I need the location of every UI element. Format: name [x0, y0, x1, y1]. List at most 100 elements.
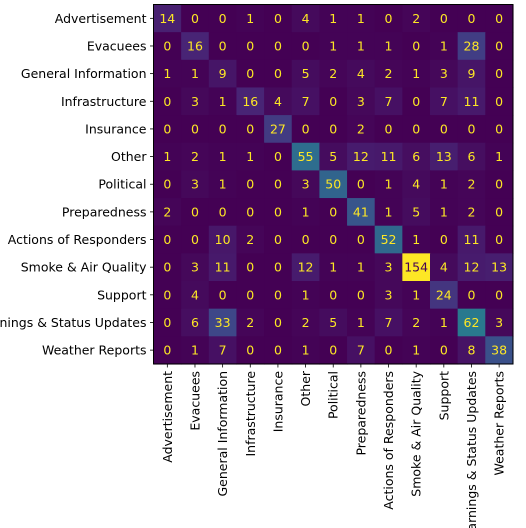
- cell-value-label: 0: [274, 315, 282, 330]
- heatmap-cell: [153, 253, 182, 282]
- cell-value-label: 0: [163, 315, 171, 330]
- cell-value-label: 7: [357, 343, 365, 358]
- heatmap-cell: [402, 253, 431, 282]
- heatmap-cell: [181, 225, 210, 254]
- cell-value-label: 12: [298, 260, 314, 275]
- heatmap-cell: [485, 87, 514, 116]
- x-tick-label: Evacuees: [187, 371, 202, 431]
- cell-value-label: 6: [467, 149, 475, 164]
- cell-value-label: 1: [495, 149, 503, 164]
- heatmap-cell: [291, 59, 320, 89]
- heatmap-cell: [457, 198, 486, 227]
- cell-value-label: 0: [357, 232, 365, 247]
- cell-value-label: 2: [246, 232, 254, 247]
- heatmap-cell: [374, 308, 403, 337]
- heatmap-cell: [347, 4, 376, 33]
- heatmap-cell: [319, 225, 348, 254]
- cell-value-label: 0: [163, 232, 171, 247]
- x-tick-label: General Information: [215, 371, 230, 497]
- heatmap-cell: [236, 170, 265, 199]
- cell-value-label: 1: [302, 287, 310, 302]
- cell-value-label: 2: [302, 315, 310, 330]
- cell-value-label: 3: [440, 66, 448, 81]
- heatmap-cell: [153, 308, 182, 337]
- cell-value-label: 0: [246, 260, 254, 275]
- cell-value-label: 0: [246, 38, 254, 53]
- y-tick-label: Advertisement: [55, 11, 147, 26]
- cell-value-label: 0: [302, 121, 310, 136]
- x-tick-label: Advertisement: [160, 371, 175, 463]
- cell-value-label: 7: [219, 343, 227, 358]
- heatmap-cell: [374, 198, 403, 227]
- cell-value-label: 0: [274, 232, 282, 247]
- heatmap-cell: [457, 87, 486, 116]
- heatmap-cell: [208, 4, 238, 33]
- cell-value-label: 52: [381, 232, 397, 247]
- cell-value-label: 0: [467, 287, 475, 302]
- cell-value-label: 1: [412, 343, 420, 358]
- heatmap-cell: [347, 59, 376, 89]
- cell-value-label: 0: [246, 287, 254, 302]
- cell-value-label: 0: [163, 260, 171, 275]
- cell-value-label: 0: [163, 121, 171, 136]
- heatmap-cell: [181, 308, 210, 337]
- cell-value-label: 0: [163, 343, 171, 358]
- cell-value-label: 0: [329, 287, 337, 302]
- cell-value-label: 0: [274, 38, 282, 53]
- heatmap-cell: [153, 170, 182, 199]
- heatmap-cell: [402, 225, 431, 254]
- heatmap-cell: [319, 253, 348, 282]
- y-tick-label: Evacuees: [87, 38, 147, 53]
- cell-value-label: 2: [191, 149, 199, 164]
- cell-value-label: 12: [464, 260, 480, 275]
- cell-value-label: 5: [329, 315, 337, 330]
- heatmap-cell: [236, 308, 265, 337]
- cell-value-label: 1: [191, 343, 199, 358]
- cell-value-label: 0: [495, 121, 503, 136]
- heatmap-cell: [457, 170, 486, 199]
- cell-value-label: 2: [412, 315, 420, 330]
- cell-value-label: 1: [385, 204, 393, 219]
- cell-value-label: 0: [274, 287, 282, 302]
- heatmap-cell: [485, 115, 514, 144]
- heatmap-cell: [236, 4, 265, 33]
- heatmap-cell: [153, 281, 182, 310]
- cell-value-label: 5: [329, 149, 337, 164]
- heatmap-cell: [181, 32, 210, 61]
- cell-value-label: 0: [495, 287, 503, 302]
- cell-value-label: 0: [467, 121, 475, 136]
- cell-value-label: 8: [467, 343, 475, 358]
- heatmap-cell: [181, 281, 210, 310]
- heatmap-cell: [153, 4, 182, 33]
- cell-value-label: 0: [163, 38, 171, 53]
- cell-value-label: 28: [464, 38, 480, 53]
- heatmap-cell: [153, 198, 182, 227]
- x-tick-label: Warnings & Status Updates: [464, 371, 479, 528]
- heatmap-cell: [485, 308, 514, 337]
- cell-value-label: 38: [491, 343, 507, 358]
- y-tick-label: Preparedness: [62, 204, 147, 219]
- cell-value-label: 1: [163, 66, 171, 81]
- heatmap-cell: [264, 336, 293, 365]
- cell-value-label: 0: [357, 177, 365, 192]
- x-tick-label: Political: [326, 371, 341, 419]
- heatmap-cell: [291, 4, 320, 33]
- heatmap-cell: [264, 170, 293, 199]
- cell-value-label: 2: [467, 204, 475, 219]
- cell-value-label: 0: [219, 287, 227, 302]
- cell-value-label: 0: [191, 232, 199, 247]
- cell-value-label: 24: [436, 287, 452, 302]
- heatmap-cell: [319, 4, 348, 33]
- cell-value-label: 1: [191, 66, 199, 81]
- heatmap-cell: [208, 281, 238, 310]
- cell-value-label: 1: [440, 38, 448, 53]
- cell-value-label: 1: [412, 232, 420, 247]
- heatmap-cell: [208, 59, 238, 89]
- cell-value-label: 1: [357, 260, 365, 275]
- cell-value-label: 0: [495, 11, 503, 26]
- cell-value-label: 3: [191, 260, 199, 275]
- heatmap-cell: [430, 87, 459, 116]
- cell-value-label: 0: [219, 38, 227, 53]
- cell-value-label: 4: [274, 94, 282, 109]
- heatmap-cell: [347, 32, 376, 61]
